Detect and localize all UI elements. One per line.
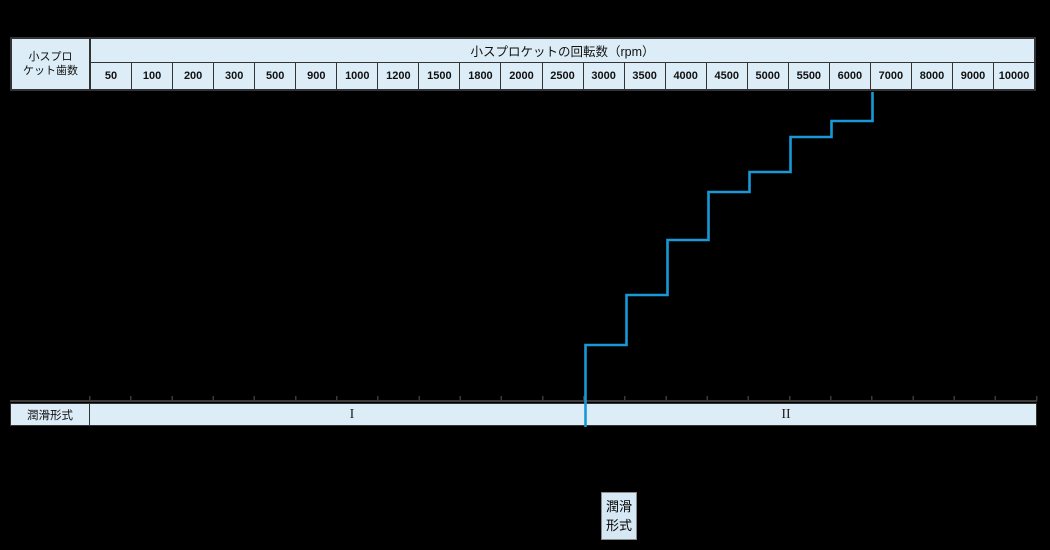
rpm-column-header: 200 <box>173 63 215 89</box>
region-II-label: II <box>781 406 791 422</box>
sprocket-teeth-corner-label: 小スプロ ケット歯数 <box>12 39 91 89</box>
rpm-column-header: 9000 <box>953 63 995 89</box>
rpm-column-header: 300 <box>214 63 256 89</box>
rpm-column-header: 100 <box>132 63 174 89</box>
rpm-column-header: 2500 <box>543 63 584 89</box>
rpm-column-header: 1200 <box>378 63 420 89</box>
rpm-column-header: 1500 <box>419 63 461 89</box>
boundary-polyline <box>584 92 874 427</box>
rpm-column-header: 900 <box>296 63 338 89</box>
lubrication-row-label: 潤滑形式 <box>11 404 90 425</box>
rpm-column-headers: 50 100 200 300 500 900 1000 1200 1500 1800 2000 250… <box>91 63 1034 89</box>
rpm-header-table: 小スプロ ケット歯数 小スプロケットの回転数（rpm） 50 100 200 300 5… <box>10 37 1036 91</box>
rpm-column-header: 3500 <box>625 63 666 89</box>
rpm-column-header: 7000 <box>871 63 912 89</box>
column-boundary-ticks <box>89 396 1038 401</box>
legend-line2: 形式 <box>605 518 632 533</box>
lubrication-type-row: 潤滑形式 I II <box>10 403 1037 426</box>
rpm-column-header: 4000 <box>666 63 707 89</box>
rpm-column-header: 500 <box>255 63 297 89</box>
rpm-column-header: 10000 <box>998 70 1030 82</box>
rpm-column-header: 8000 <box>912 63 953 89</box>
rpm-column-header: 5000 <box>748 63 789 89</box>
corner-label-line1: 小スプロ <box>28 51 73 63</box>
lubrication-legend-box: 潤滑 形式 <box>601 492 637 540</box>
rpm-column-header: 3000 <box>584 63 625 89</box>
legend-line1: 潤滑 <box>605 499 632 514</box>
rpm-column-header: 5500 <box>789 63 830 89</box>
lubrication-regions: I II <box>90 404 1036 425</box>
region-I-label: I <box>349 406 355 422</box>
rpm-header-right: 小スプロケットの回転数（rpm） 50 100 200 300 500 900 1000 12… <box>91 39 1034 89</box>
rpm-column-header: 6000 <box>830 63 871 89</box>
rpm-column-header: 50 <box>91 63 133 89</box>
rpm-column-header: 2000 <box>501 63 543 89</box>
corner-label-line2: ケット歯数 <box>23 65 78 77</box>
rpm-column-header: 1000 <box>337 63 379 89</box>
rpm-axis-title: 小スプロケットの回転数（rpm） <box>91 39 1034 63</box>
rpm-column-header: 4500 <box>707 63 748 89</box>
rpm-column-header: 1800 <box>460 63 502 89</box>
